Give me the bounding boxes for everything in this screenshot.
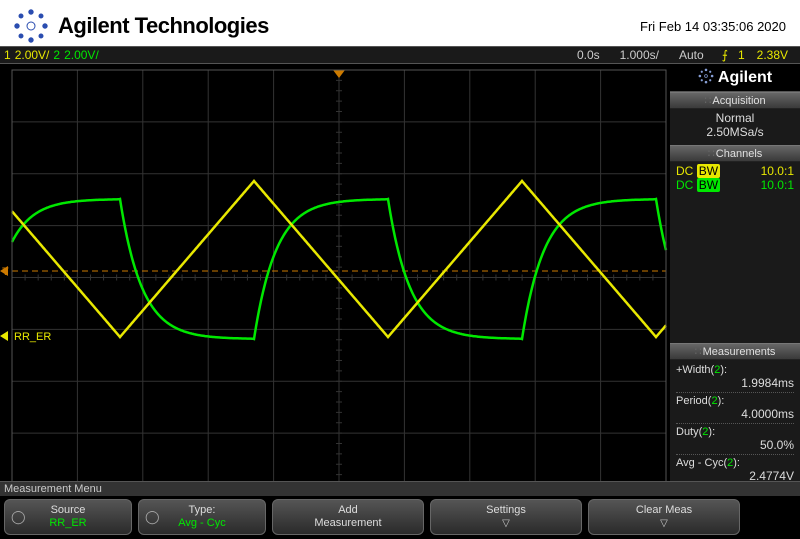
meas-1: +Width(2): 1.9984ms bbox=[676, 362, 794, 393]
ch2-row: DC BW 10.0:1 bbox=[676, 178, 794, 192]
trigger-mode: Auto bbox=[671, 48, 712, 62]
ch1-scale: 2.00V/ bbox=[15, 48, 50, 62]
time-div: 1.000s/ bbox=[612, 48, 667, 62]
bottom-strip: Measurement Menu ◯ Source RR_ER ◯ Type: … bbox=[0, 481, 800, 539]
acq-section: Normal 2.50MSa/s bbox=[670, 109, 800, 145]
softkey-settings[interactable]: Settings ▽ bbox=[430, 499, 582, 535]
menu-title: Measurement Menu bbox=[0, 481, 800, 496]
time-offset: 0.0s bbox=[569, 48, 608, 62]
content-area: TRR_ER Agilent ∷ Acquisition Normal bbox=[0, 64, 800, 491]
side-brand: Agilent bbox=[718, 69, 772, 87]
ch1-number: 1 bbox=[4, 48, 11, 62]
app-header: Agilent Technologies Fri Feb 14 03:35:06… bbox=[0, 0, 800, 46]
datetime: Fri Feb 14 03:35:06 2020 bbox=[640, 19, 786, 34]
ch2-number: 2 bbox=[53, 48, 60, 62]
meas-3: Duty(2): 50.0% bbox=[676, 424, 794, 455]
softkey-source[interactable]: ◯ Source RR_ER bbox=[4, 499, 132, 535]
ch2-scale: 2.00V/ bbox=[64, 48, 99, 62]
ch1-row: DC BW 10.0:1 bbox=[676, 164, 794, 178]
meas-section-title: ∷ Measurements bbox=[670, 343, 800, 360]
brand-name: Agilent Technologies bbox=[58, 13, 269, 39]
logo-area: Agilent Technologies bbox=[14, 9, 269, 43]
ch1-indicator: 1 2.00V/ bbox=[4, 48, 49, 62]
channels-section-title: ∷ Channels bbox=[670, 145, 800, 162]
trigger-edge-icon: ⨍ bbox=[716, 48, 728, 62]
side-panel: Agilent ∷ Acquisition Normal 2.50MSa/s ∷… bbox=[670, 64, 800, 491]
channels-section: DC BW 10.0:1 DC BW 10.0:1 bbox=[670, 162, 800, 198]
trigger-level: 2.38V bbox=[749, 48, 796, 62]
acq-section-title: ∷ Acquisition bbox=[670, 92, 800, 109]
ch2-indicator: 2 2.00V/ bbox=[53, 48, 98, 62]
waveform-display[interactable]: TRR_ER bbox=[0, 64, 670, 491]
softkey-type[interactable]: ◯ Type: Avg - Cyc bbox=[138, 499, 266, 535]
meas-section: +Width(2): 1.9984ms Period(2): 4.0000ms … bbox=[670, 360, 800, 491]
chevron-down-icon: ▽ bbox=[660, 518, 668, 530]
knob-icon: ◯ bbox=[11, 509, 26, 525]
svg-text:RR_ER: RR_ER bbox=[14, 331, 51, 343]
softkey-add-measurement[interactable]: Add Measurement bbox=[272, 499, 424, 535]
softkey-bar: ◯ Source RR_ER ◯ Type: Avg - Cyc Add Mea… bbox=[0, 496, 800, 539]
vendor-logo-icon bbox=[14, 9, 48, 43]
meas-2: Period(2): 4.0000ms bbox=[676, 393, 794, 424]
side-header: Agilent bbox=[670, 64, 800, 92]
acq-mode: Normal bbox=[676, 111, 794, 125]
knob-icon: ◯ bbox=[145, 509, 160, 525]
status-bar: 1 2.00V/ 2 2.00V/ 0.0s 1.000s/ Auto ⨍ 1 … bbox=[0, 46, 800, 64]
chevron-down-icon: ▽ bbox=[502, 518, 510, 530]
softkey-clear-meas[interactable]: Clear Meas ▽ bbox=[588, 499, 740, 535]
acq-rate: 2.50MSa/s bbox=[676, 125, 794, 139]
vendor-mark-icon bbox=[698, 68, 714, 87]
trigger-channel: 1 bbox=[732, 48, 745, 62]
